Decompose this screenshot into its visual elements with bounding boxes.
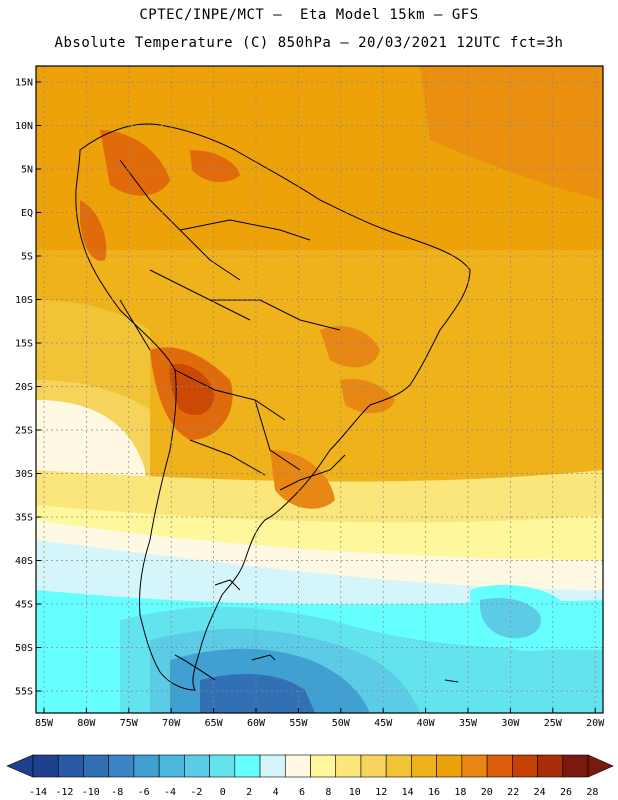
colorbar-label: 8 [325, 787, 331, 798]
latitude-tick-label: 35S [15, 513, 33, 524]
latitude-tick-label: 55S [15, 687, 33, 698]
longitude-tick-label: 65W [205, 718, 224, 729]
colorbar-swatch [158, 754, 185, 778]
longitude-tick-label: 60W [247, 718, 266, 729]
latitude-tick-label: 50S [15, 643, 33, 654]
latitude-tick-label: 10S [15, 295, 33, 306]
colorbar-label: -14 [29, 787, 47, 798]
colorbar-label: 24 [534, 787, 546, 798]
colorbar-swatch [83, 754, 109, 778]
latitude-tick-label: 25S [15, 426, 33, 437]
colorbar-label: 4 [273, 787, 279, 798]
colorbar-label: 18 [454, 787, 466, 798]
latitude-tick-label: 5N [21, 165, 33, 176]
longitude-tick-label: 50W [332, 718, 351, 729]
longitude-axis: 85W 80W 75W 70W 65W 60W 55W 50W 45W 40W 35W 30W 25W 2… [35, 708, 605, 729]
colorbar-label: 26 [560, 787, 572, 798]
colorbar-swatch [537, 754, 564, 778]
latitude-axis: 15N 10N 5N EQ 5S 10S 15S 20S 25S 30S 35S 40S 45S 50S 5… [15, 78, 41, 698]
colorbar-label: 14 [402, 787, 414, 798]
longitude-tick-label: 45W [374, 718, 393, 729]
map-frame [35, 65, 604, 714]
temperature-field [36, 66, 603, 713]
colorbar-swatch [385, 754, 412, 778]
colorbar-swatch [32, 754, 59, 778]
colorbar: -14 -12 -10 -8 -6 -4 -2 0 2 4 6 8 10 12 14 16 18 20 22 24 26… [6, 754, 614, 798]
latitude-tick-label: EQ [21, 208, 33, 219]
longitude-tick-label: 85W [35, 718, 54, 729]
map-title-line-1: CPTEC/INPE/MCT – Eta Model 15km – GFS [139, 7, 479, 23]
latitude-tick-label: 10N [15, 121, 33, 132]
colorbar-label: 2 [246, 787, 252, 798]
latitude-tick-label: 15N [15, 78, 33, 89]
colorbar-label: 10 [349, 787, 361, 798]
latitude-tick-label: 45S [15, 600, 33, 611]
colorbar-swatch [360, 754, 387, 778]
longitude-tick-label: 55W [289, 718, 308, 729]
colorbar-label: -12 [55, 787, 73, 798]
longitude-tick-label: 70W [162, 718, 181, 729]
colorbar-label: 28 [586, 787, 598, 798]
colorbar-swatch [512, 754, 538, 778]
colorbar-swatch [436, 754, 463, 778]
longitude-tick-label: 30W [501, 718, 520, 729]
coastlines [75, 123, 471, 691]
colorbar-label: 0 [220, 787, 226, 798]
longitude-tick-label: 35W [459, 718, 478, 729]
latitude-tick-label: 20S [15, 382, 33, 393]
colorbar-label: 6 [299, 787, 305, 798]
colorbar-label: 20 [481, 787, 493, 798]
colorbar-swatch [310, 754, 337, 778]
colorbar-left-arrow [6, 754, 34, 778]
colorbar-swatch [486, 754, 513, 778]
longitude-tick-label: 75W [120, 718, 139, 729]
colorbar-swatch [57, 754, 84, 778]
colorbar-swatch [209, 754, 236, 778]
colorbar-swatch [284, 754, 311, 778]
colorbar-swatch [461, 754, 488, 778]
colorbar-label: -2 [190, 787, 202, 798]
colorbar-label: -8 [111, 787, 123, 798]
colorbar-label: -6 [138, 787, 150, 798]
colorbar-swatch [184, 754, 210, 778]
latitude-tick-label: 15S [15, 339, 33, 350]
colorbar-swatch [259, 754, 286, 778]
longitude-tick-label: 25W [544, 718, 563, 729]
longitude-tick-label: 20W [586, 718, 605, 729]
colorbar-swatch [562, 754, 589, 778]
colorbar-label: 22 [507, 787, 519, 798]
colorbar-label: -4 [164, 787, 176, 798]
colorbar-right-arrow [587, 754, 614, 778]
colorbar-swatch [335, 754, 362, 778]
colorbar-swatch [234, 754, 261, 778]
longitude-tick-label: 80W [77, 718, 96, 729]
colorbar-label: -10 [82, 787, 100, 798]
longitude-tick-label: 40W [417, 718, 436, 729]
latitude-tick-label: 40S [15, 556, 33, 567]
latitude-tick-label: 30S [15, 469, 33, 480]
map-title-line-2: Absolute Temperature (C) 850hPa – 20/03/… [54, 35, 564, 51]
colorbar-label: 16 [428, 787, 440, 798]
colorbar-swatch [411, 754, 437, 778]
colorbar-label: 12 [375, 787, 387, 798]
colorbar-swatch [108, 754, 135, 778]
colorbar-swatch [133, 754, 160, 778]
latitude-tick-label: 5S [21, 252, 33, 263]
